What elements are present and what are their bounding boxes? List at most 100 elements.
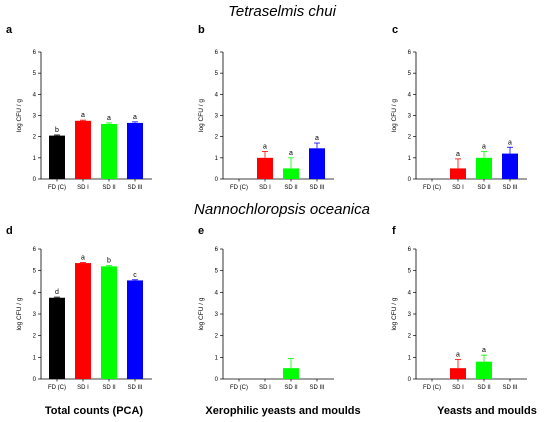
x-tick-label: SD III <box>309 185 324 191</box>
y-tick-label: 5 <box>215 269 219 275</box>
y-tick-label: 6 <box>408 50 412 56</box>
column-title-xerophilic: Xerophilic yeasts and moulds <box>205 405 360 417</box>
bar-sd-i <box>450 168 466 179</box>
x-tick-label: SD III <box>502 185 517 191</box>
significance-letter: a <box>263 143 267 150</box>
panel-f: f log CFU / g 0 1 2 3 4 5 6 FD (C) SD I a SD II a SD I… <box>391 225 527 391</box>
y-tick-label: 5 <box>33 269 37 275</box>
y-tick-label: 2 <box>215 135 219 141</box>
y-tick-label: 3 <box>215 312 219 318</box>
y-axis-label: log CFU / g <box>391 297 398 330</box>
y-tick-label: 3 <box>33 114 37 120</box>
y-tick-label: 4 <box>408 92 412 98</box>
bar-sd-i <box>75 263 91 379</box>
row-title-nannochloropsis: Nannochloropsis oceanica <box>194 201 370 218</box>
x-tick-label: SD I <box>452 185 464 191</box>
x-tick-label: SD III <box>309 385 324 391</box>
x-tick-label: SD I <box>77 385 89 391</box>
y-tick-label: 2 <box>408 334 412 340</box>
bar-fd-c- <box>49 297 65 379</box>
panel-letter-e: e <box>198 225 204 237</box>
bar-sd-ii <box>283 368 299 379</box>
panel-b: b log CFU / g 0 1 2 3 4 5 6 FD (C) SD I a SD II a SD I… <box>198 24 334 191</box>
y-tick-label: 1 <box>215 355 219 361</box>
significance-letter: a <box>133 114 137 121</box>
y-tick-label: 6 <box>215 50 219 56</box>
y-tick-label: 1 <box>33 355 37 361</box>
x-tick-label: SD II <box>477 185 491 191</box>
bar-sd-i <box>75 120 91 179</box>
bar-sd-iii <box>127 280 143 379</box>
x-tick-label: FD (C) <box>48 185 66 191</box>
bar-sd-iii <box>502 153 518 179</box>
y-tick-label: 4 <box>33 92 37 98</box>
y-tick-label: 4 <box>33 290 37 296</box>
panel-letter-d: d <box>6 225 13 237</box>
significance-letter: a <box>456 151 460 158</box>
panel-letter-a: a <box>6 24 13 36</box>
significance-letter: b <box>55 127 59 134</box>
significance-letter: a <box>508 139 512 146</box>
y-tick-label: 1 <box>215 156 219 162</box>
y-axis-label: log CFU / g <box>198 297 205 330</box>
y-tick-label: 2 <box>33 334 37 340</box>
x-tick-label: SD I <box>452 385 464 391</box>
y-tick-label: 5 <box>215 71 219 77</box>
y-tick-label: 6 <box>215 247 219 253</box>
y-axis-label: log CFU / g <box>16 297 23 330</box>
bar-sd-iii <box>127 122 143 179</box>
y-tick-label: 2 <box>408 135 412 141</box>
panel-letter-b: b <box>198 24 205 36</box>
y-axis-label: log CFU / g <box>198 99 205 132</box>
x-tick-label: SD II <box>284 385 298 391</box>
bar-sd-ii <box>101 123 117 179</box>
y-tick-label: 1 <box>408 156 412 162</box>
x-tick-label: SD III <box>502 385 517 391</box>
x-tick-label: SD II <box>102 385 116 391</box>
x-tick-label: SD I <box>259 185 271 191</box>
x-tick-label: FD (C) <box>230 385 248 391</box>
y-tick-label: 3 <box>408 114 412 120</box>
significance-letter: c <box>133 272 137 279</box>
panel-c: c log CFU / g 0 1 2 3 4 5 6 FD (C) SD I a SD II a SD I… <box>391 24 527 191</box>
significance-letter: a <box>289 150 293 157</box>
panel-d: d log CFU / g 0 1 2 3 4 5 6 FD (C) d SD I a SD II b SD … <box>6 225 152 391</box>
x-tick-label: FD (C) <box>423 185 441 191</box>
row-title-tetraselmis: Tetraselmis chui <box>228 3 336 20</box>
x-tick-label: FD (C) <box>230 185 248 191</box>
bar-sd-i <box>450 368 466 379</box>
panel-letter-f: f <box>392 225 396 237</box>
y-tick-label: 4 <box>215 290 219 296</box>
bar-sd-ii <box>101 266 117 379</box>
y-tick-label: 6 <box>33 247 37 253</box>
y-tick-label: 0 <box>33 177 37 183</box>
significance-letter: b <box>107 258 111 265</box>
significance-letter: a <box>81 112 85 119</box>
y-tick-label: 0 <box>408 377 412 383</box>
y-tick-label: 5 <box>408 71 412 77</box>
x-tick-label: SD III <box>127 385 142 391</box>
y-tick-label: 3 <box>408 312 412 318</box>
column-title-yeasts-moulds: Yeasts and moulds <box>437 405 537 417</box>
significance-letter: a <box>107 115 111 122</box>
panel-letter-c: c <box>392 24 398 36</box>
significance-letter: a <box>482 347 486 354</box>
significance-letter: a <box>456 352 460 359</box>
y-tick-label: 5 <box>33 71 37 77</box>
bar-sd-ii <box>283 168 299 179</box>
y-axis-label: log CFU / g <box>16 99 23 132</box>
significance-letter: a <box>315 135 319 142</box>
x-tick-label: SD I <box>259 385 271 391</box>
bar-sd-iii <box>309 148 325 179</box>
x-tick-label: FD (C) <box>48 385 66 391</box>
significance-letter: a <box>81 254 85 261</box>
y-tick-label: 6 <box>408 247 412 253</box>
bar-sd-i <box>257 157 273 179</box>
y-tick-label: 0 <box>408 177 412 183</box>
panel-a: a log CFU / g 0 1 2 3 4 5 6 FD (C) b SD I a SD II a SD … <box>6 24 152 191</box>
x-tick-label: SD II <box>284 185 298 191</box>
significance-letter: a <box>482 143 486 150</box>
y-axis-label: log CFU / g <box>391 99 398 132</box>
y-tick-label: 4 <box>408 290 412 296</box>
